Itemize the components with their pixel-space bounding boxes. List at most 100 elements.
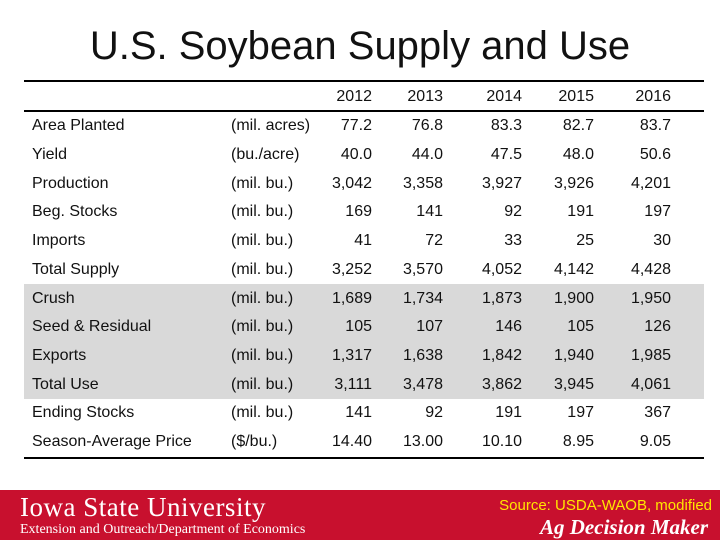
row-label: Total Supply bbox=[32, 260, 120, 278]
table-cell: 44.0 bbox=[411, 146, 443, 164]
table-cell: 4,061 bbox=[630, 375, 671, 393]
year-header: 2016 bbox=[635, 88, 671, 105]
row-unit: (mil. bu.) bbox=[231, 260, 294, 278]
row-label: Exports bbox=[32, 346, 87, 364]
table-cell: 169 bbox=[345, 203, 372, 221]
row-label: Total Use bbox=[32, 375, 99, 393]
table-cell: 83.7 bbox=[639, 117, 671, 135]
row-unit: (mil. bu.) bbox=[231, 375, 294, 393]
table-row: Seed & Residual (mil. bu.) 105 107 146 105 126 bbox=[24, 312, 704, 342]
table-row: Crush (mil. bu.) 1,689 1,734 1,873 1,900 1,950 bbox=[24, 284, 704, 313]
table-cell: 1,689 bbox=[331, 289, 372, 307]
header-rule bbox=[24, 110, 704, 112]
table-cell: 197 bbox=[567, 404, 594, 422]
table-cell: 48.0 bbox=[562, 146, 594, 164]
row-unit: (mil. bu.) bbox=[231, 289, 294, 307]
source-note: Source: USDA-WAOB, modified bbox=[499, 497, 712, 514]
table-row: Imports (mil. bu.) 41 72 33 25 30 bbox=[24, 227, 704, 256]
table-row: Production (mil. bu.) 3,042 3,358 3,927 3,926… bbox=[24, 169, 704, 198]
table-cell: 367 bbox=[644, 404, 671, 422]
table-top-rule bbox=[24, 80, 704, 82]
table-cell: 1,317 bbox=[331, 346, 372, 364]
table-cell: 3,945 bbox=[553, 375, 594, 393]
table-cell: 3,111 bbox=[334, 375, 372, 393]
page-title: U.S. Soybean Supply and Use bbox=[89, 24, 631, 68]
row-unit: (mil. acres) bbox=[231, 117, 311, 135]
table-row: Total Supply (mil. bu.) 3,252 3,570 4,052 4,1… bbox=[24, 256, 704, 285]
table-cell: 3,358 bbox=[402, 174, 443, 192]
table-cell: 4,052 bbox=[481, 260, 522, 278]
row-unit: (mil. bu.) bbox=[231, 232, 294, 250]
table-cell: 3,478 bbox=[402, 375, 443, 393]
row-label: Imports bbox=[32, 232, 86, 250]
table-cell: 197 bbox=[644, 203, 671, 221]
table-row: Total Use (mil. bu.) 3,111 3,478 3,862 3,945 4… bbox=[24, 370, 704, 399]
year-header: 2013 bbox=[407, 88, 443, 105]
table-cell: 1,734 bbox=[402, 289, 443, 307]
table-cell: 191 bbox=[567, 203, 594, 221]
table-cell: 41 bbox=[354, 232, 372, 250]
table-cell: 72 bbox=[425, 232, 443, 250]
row-label: Ending Stocks bbox=[32, 404, 135, 422]
row-label: Beg. Stocks bbox=[32, 203, 118, 221]
table-cell: 1,842 bbox=[481, 346, 522, 364]
table-cell: 92 bbox=[504, 203, 522, 221]
year-header: 2012 bbox=[336, 88, 372, 105]
table-cell: 105 bbox=[345, 318, 372, 336]
table-row: Beg. Stocks (mil. bu.) 169 141 92 191 197 bbox=[24, 198, 704, 227]
row-unit: (mil. bu.) bbox=[231, 174, 294, 192]
table-cell: 50.6 bbox=[639, 146, 671, 164]
row-unit: (bu./acre) bbox=[231, 146, 300, 164]
table-cell: 141 bbox=[416, 203, 443, 221]
table-cell: 83.3 bbox=[490, 117, 522, 135]
table-cell: 3,927 bbox=[481, 174, 522, 192]
row-label: Area Planted bbox=[32, 117, 125, 135]
table-cell: 77.2 bbox=[340, 117, 372, 135]
table-cell: 4,142 bbox=[553, 260, 594, 278]
ag-decision-maker-logo: Ag Decision Maker bbox=[540, 515, 708, 539]
table-cell: 4,428 bbox=[630, 260, 671, 278]
table-cell: 10.10 bbox=[481, 433, 522, 451]
table-cell: 105 bbox=[567, 318, 594, 336]
table-cell: 1,873 bbox=[481, 289, 522, 307]
university-logo: Iowa State University bbox=[20, 492, 266, 522]
row-label: Crush bbox=[32, 289, 75, 307]
table-cell: 191 bbox=[495, 404, 522, 422]
table-row: Ending Stocks (mil. bu.) 141 92 191 197 367 bbox=[24, 399, 704, 428]
table-cell: 76.8 bbox=[411, 117, 443, 135]
table-cell: 3,042 bbox=[331, 174, 372, 192]
table-row: Yield (bu./acre) 40.0 44.0 47.5 48.0 50.6 bbox=[24, 141, 704, 170]
table-cell: 146 bbox=[495, 318, 522, 336]
row-unit: (mil. bu.) bbox=[231, 346, 294, 364]
table-bottom-rule bbox=[24, 457, 704, 459]
row-label: Production bbox=[32, 174, 109, 192]
table-cell: 33 bbox=[504, 232, 522, 250]
table-cell: 3,570 bbox=[402, 260, 443, 278]
row-label: Season-Average Price bbox=[32, 433, 192, 451]
table-cell: 126 bbox=[644, 318, 671, 336]
table-cell: 141 bbox=[345, 404, 372, 422]
table-cell: 9.05 bbox=[639, 433, 671, 451]
row-unit: (mil. bu.) bbox=[231, 404, 294, 422]
year-header: 2014 bbox=[486, 88, 522, 105]
table-row: Area Planted (mil. acres) 77.2 76.8 83.3 82.7… bbox=[24, 112, 704, 141]
footer-bar bbox=[0, 490, 720, 540]
table-cell: 3,862 bbox=[481, 375, 522, 393]
row-unit: ($/bu.) bbox=[231, 433, 278, 451]
table-cell: 4,201 bbox=[630, 174, 671, 192]
table-cell: 13.00 bbox=[402, 433, 443, 451]
table-cell: 82.7 bbox=[562, 117, 594, 135]
table-cell: 8.95 bbox=[562, 433, 594, 451]
table-cell: 40.0 bbox=[340, 146, 372, 164]
table-cell: 107 bbox=[416, 318, 443, 336]
row-unit: (mil. bu.) bbox=[231, 318, 294, 336]
table-cell: 1,940 bbox=[553, 346, 594, 364]
table-row: Season-Average Price ($/bu.) 14.40 13.00 10.… bbox=[24, 428, 704, 457]
table-cell: 3,252 bbox=[331, 260, 372, 278]
table-cell: 1,950 bbox=[630, 289, 671, 307]
year-header: 2015 bbox=[558, 88, 594, 105]
table-cell: 3,926 bbox=[553, 174, 594, 192]
table-cell: 47.5 bbox=[490, 146, 522, 164]
department-line: Extension and Outreach/Department of Eco… bbox=[20, 522, 306, 537]
table-cell: 14.40 bbox=[331, 433, 372, 451]
